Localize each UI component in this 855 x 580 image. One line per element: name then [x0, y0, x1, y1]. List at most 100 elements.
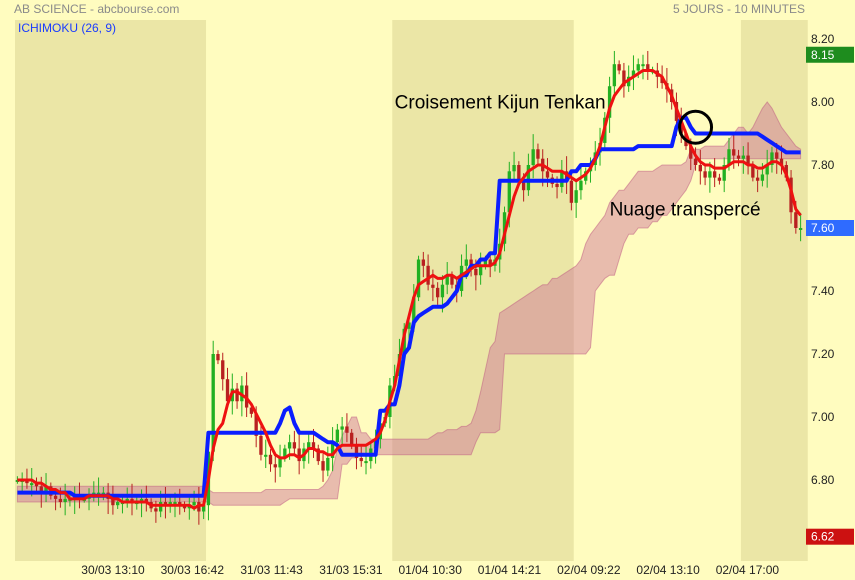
period-label: 5 JOURS - 10 MINUTES [672, 2, 805, 16]
candle [722, 165, 726, 181]
candle [292, 442, 297, 449]
candle [431, 284, 435, 288]
candle [268, 454, 273, 465]
candle [326, 457, 330, 471]
candle [502, 212, 507, 244]
x-tick-label: 30/03 16:42 [161, 563, 225, 577]
x-tick-label: 02/04 17:00 [716, 563, 780, 577]
candle [746, 155, 750, 165]
y-tick-label: 7.20 [811, 347, 835, 361]
candle [264, 454, 268, 457]
indicator-label: ICHIMOKU (26, 9) [18, 21, 117, 35]
candle [751, 165, 755, 178]
candle [287, 442, 292, 449]
candle [445, 275, 449, 285]
candle [717, 177, 722, 181]
candle [483, 259, 488, 266]
candle [617, 64, 621, 71]
x-tick-label: 30/03 13:10 [81, 563, 145, 577]
kijun-line [17, 115, 801, 498]
candle [775, 152, 779, 159]
candle [478, 265, 483, 276]
candle [316, 448, 320, 462]
session-shade [392, 20, 574, 561]
candle [144, 498, 149, 503]
candle [53, 495, 58, 499]
candle [283, 448, 287, 458]
candle [631, 70, 636, 77]
price-badge [806, 528, 854, 545]
candle [689, 146, 693, 159]
candle [607, 86, 612, 118]
candle [412, 297, 416, 323]
price-badge [806, 220, 854, 236]
candle [163, 502, 168, 506]
candle [579, 180, 583, 191]
candle [311, 442, 316, 449]
price-badge-label: 8.15 [811, 48, 835, 62]
candle [474, 268, 478, 276]
candle [216, 354, 220, 361]
candle [612, 64, 617, 87]
candle [569, 180, 574, 203]
candle [741, 155, 745, 159]
candle [235, 388, 239, 402]
candle [273, 464, 277, 468]
price-badge-label: 6.62 [811, 530, 835, 544]
price-badge-label: 7.60 [811, 221, 835, 235]
candle [178, 502, 182, 506]
candle [435, 287, 440, 298]
candle [727, 149, 731, 165]
candle [307, 442, 311, 449]
candle [44, 486, 48, 493]
candle [703, 171, 707, 178]
candle [765, 165, 769, 175]
candle [15, 480, 20, 482]
y-tick-label: 7.40 [811, 284, 835, 298]
x-tick-label: 02/04 13:10 [636, 563, 700, 577]
candle [512, 165, 516, 172]
session-shade [15, 20, 207, 561]
candle [340, 426, 344, 430]
y-tick-label: 6.80 [811, 473, 835, 487]
y-tick-label: 8.00 [811, 95, 835, 109]
candle [254, 413, 258, 436]
annotation-label: Croisement Kijun Tenkan [395, 92, 606, 113]
candle [755, 177, 760, 181]
candle [555, 183, 559, 188]
candle [111, 498, 115, 506]
candle [211, 354, 215, 452]
candle [798, 228, 803, 230]
candle [712, 171, 717, 178]
chart-title: AB SCIENCE - abcbourse.com [14, 2, 180, 16]
candle [221, 360, 225, 380]
candle [736, 155, 741, 159]
candle [63, 498, 67, 503]
candle [364, 461, 368, 464]
session-shade [740, 20, 808, 561]
candle [794, 212, 798, 228]
candle [531, 149, 535, 165]
candle [350, 432, 354, 446]
candle [416, 259, 421, 298]
candle [125, 498, 129, 503]
candle [679, 120, 683, 134]
candle [182, 505, 187, 509]
candle [225, 379, 230, 402]
candle [426, 265, 430, 285]
candle [698, 165, 702, 172]
candle [58, 498, 63, 503]
candle [30, 483, 34, 486]
candle [39, 486, 43, 493]
candle [139, 498, 144, 503]
y-tick-label: 7.00 [811, 410, 835, 424]
crossover-circle [678, 109, 714, 145]
candle [450, 275, 454, 285]
candle [130, 498, 134, 503]
candle [249, 407, 254, 414]
candle [330, 442, 335, 458]
price-badge [806, 46, 854, 63]
candle [641, 64, 645, 67]
candle [440, 284, 445, 298]
